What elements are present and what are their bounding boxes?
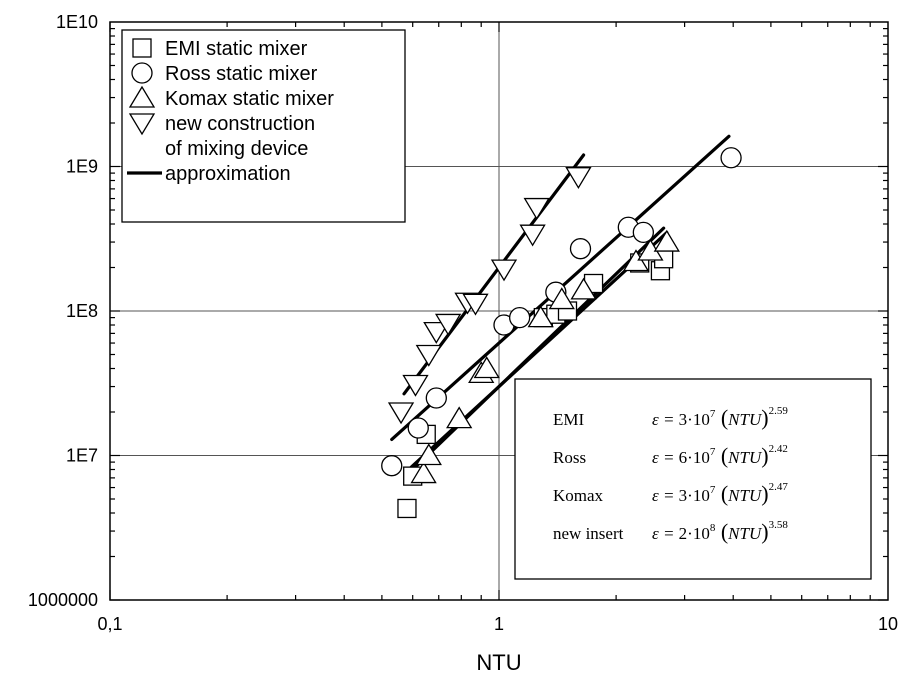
equation-formula: ε = 6·107 (NTU)2.42 <box>652 443 788 468</box>
equation-formula: ε = 2·108 (NTU)3.58 <box>652 519 788 544</box>
legend-label: Ross static mixer <box>165 63 318 85</box>
triangle-up-marker <box>410 461 437 484</box>
triangle-down-marker <box>415 344 442 367</box>
equation-name: new insert <box>553 524 624 543</box>
legend-label: EMI static mixer <box>165 38 308 60</box>
circle-marker <box>381 455 403 477</box>
circle-marker <box>508 306 531 329</box>
circle-marker <box>425 387 447 409</box>
triangle-up-marker <box>570 277 597 300</box>
y-tick-label: 1000000 <box>28 590 98 610</box>
y-tick-labels: 1000000 1E7 1E8 1E9 1E10 <box>28 12 98 610</box>
triangle-down-marker <box>462 293 489 316</box>
equation-formula: ε = 3·107 (NTU)2.47 <box>652 481 788 506</box>
x-tick-label: 10 <box>878 614 898 634</box>
axis-ticks <box>109 22 888 601</box>
triangle-down-marker <box>519 224 546 247</box>
circle-marker <box>407 417 429 439</box>
data-points <box>381 147 742 519</box>
y-tick-label: 1E10 <box>56 12 98 32</box>
square-marker <box>397 498 417 519</box>
x-axis-title: NTU <box>476 650 521 675</box>
y-tick-label: 1E7 <box>66 446 98 466</box>
triangle-down-marker <box>402 374 429 397</box>
circle-marker <box>632 221 654 244</box>
y-tick-label: 1E8 <box>66 301 98 321</box>
circle-marker <box>720 147 742 169</box>
x-tick-label: 1 <box>494 614 504 634</box>
triangle-down-marker <box>423 321 450 344</box>
triangle-up-marker <box>548 287 575 310</box>
equation-box-frame <box>514 378 872 580</box>
legend-label: approximation <box>165 163 291 185</box>
legend-label: of mixing device <box>165 138 308 160</box>
legend: EMI static mixer Ross static mixer Komax s… <box>121 29 406 223</box>
x-tick-labels: 0,1 1 10 <box>97 614 898 634</box>
equation-name: Ross <box>553 448 586 467</box>
triangle-down-marker <box>490 259 518 282</box>
legend-box <box>121 29 406 223</box>
approximation-line <box>405 230 669 473</box>
triangle-up-marker <box>653 229 680 252</box>
triangle-up-marker <box>415 443 442 466</box>
equation-name: EMI <box>553 410 585 429</box>
triangle-down-marker <box>128 113 156 136</box>
legend-label: new construction <box>165 113 315 135</box>
circle-marker <box>131 62 153 84</box>
triangle-down-marker <box>565 167 592 189</box>
triangle-down-marker <box>523 197 550 220</box>
triangle-up-marker <box>527 305 554 328</box>
triangle-up-marker <box>128 85 156 108</box>
square-marker <box>132 38 152 58</box>
circle-marker <box>569 238 592 260</box>
triangle-up-marker <box>473 356 500 379</box>
y-tick-label: 1E9 <box>66 157 98 177</box>
x-tick-label: 0,1 <box>97 614 122 634</box>
triangle-down-marker <box>387 402 415 425</box>
legend-label: Komax static mixer <box>165 88 334 110</box>
triangle-down-marker <box>434 313 462 336</box>
equation-formula: ε = 3·107 (NTU)2.59 <box>652 405 788 430</box>
triangle-up-marker <box>446 406 473 429</box>
equation-name: Komax <box>553 486 604 505</box>
equations-box: EMI ε = 3·107 (NTU)2.59 Ross ε = 6·107 (NTU… <box>514 378 872 580</box>
